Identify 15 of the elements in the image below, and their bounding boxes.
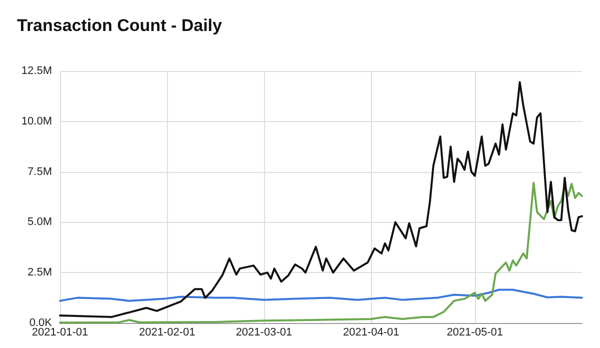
y-tick-label: 7.5M (28, 166, 52, 178)
line-series (59, 182, 583, 324)
line-series (59, 288, 583, 302)
y-tick-label: 5.0M (28, 216, 52, 228)
y-tick-label: 2.5M (28, 266, 52, 279)
x-tick-label: 2021-01-01 (32, 326, 88, 338)
y-tick-label: 12.5M (21, 65, 52, 77)
chart-title: Transaction Count - Daily (17, 16, 223, 35)
y-tick-label: 0.0K (29, 317, 53, 329)
x-tick-label: 2021-04-01 (342, 326, 400, 338)
x-tick-label: 2021-05-01 (446, 326, 503, 338)
line-series (59, 81, 583, 318)
x-tick-label: 2021-02-01 (139, 326, 196, 338)
x-tick-label: 2021-03-01 (236, 326, 292, 338)
y-tick-label: 10.0M (21, 115, 52, 128)
